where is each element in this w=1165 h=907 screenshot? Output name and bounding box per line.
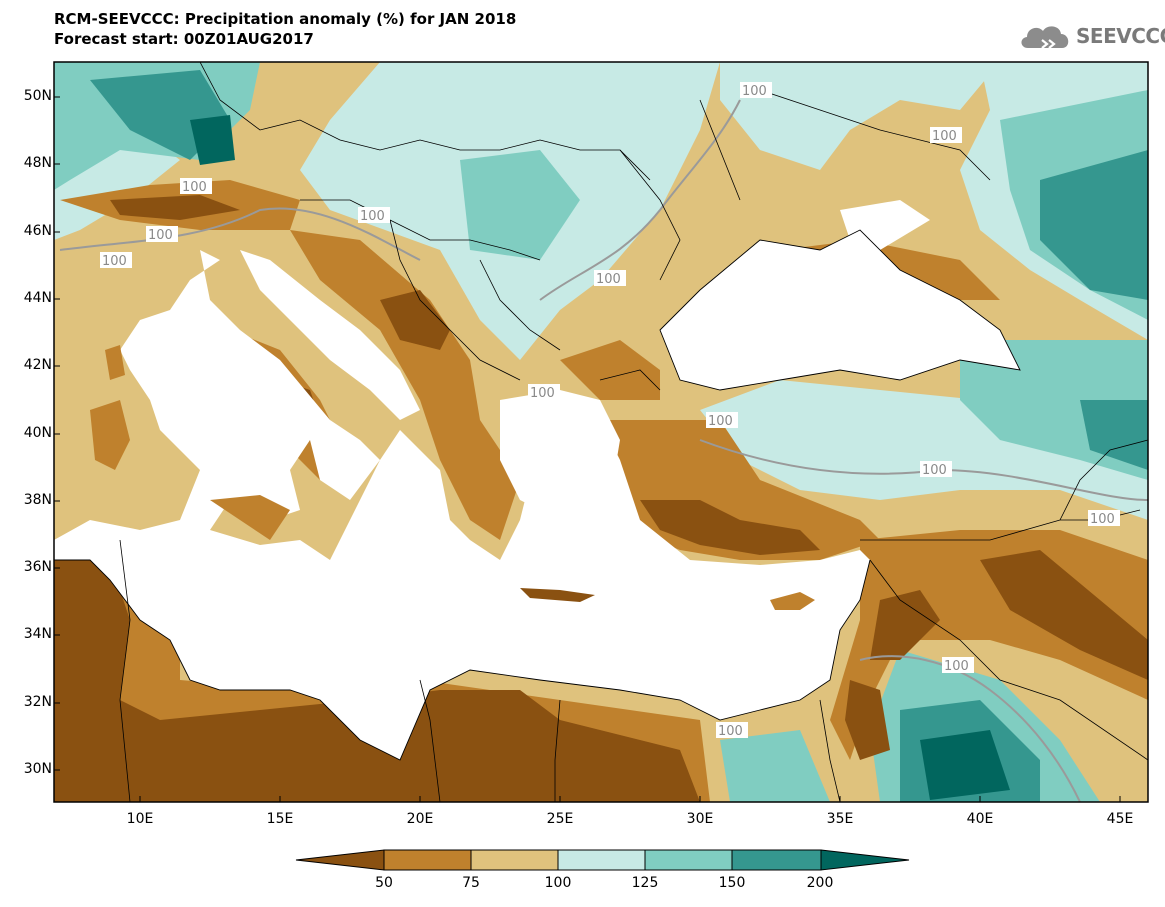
colorbar-segment: [731, 849, 822, 871]
colorbar-label: 75: [462, 875, 480, 891]
colorbar: [295, 849, 910, 871]
lat-label: 34N: [23, 626, 52, 642]
colorbar-segment: [470, 849, 559, 871]
svg-text:100: 100: [708, 414, 733, 429]
corsica: [105, 345, 125, 380]
darkest-teal-germany: [190, 115, 235, 165]
dark-brown-alps: [110, 195, 240, 220]
lon-label: 15E: [266, 811, 294, 827]
contour-label: 100: [930, 127, 962, 144]
dark-brown-balkans: [380, 290, 450, 350]
lat-label: 50N: [23, 88, 52, 104]
seevccc-logo: SEEVCCC: [1018, 20, 1165, 54]
svg-text:100: 100: [596, 272, 621, 287]
contour-label: 100: [594, 270, 626, 287]
colorbar-label: 125: [631, 875, 659, 891]
dark-brown-syria: [870, 590, 940, 660]
cloud-icon: [1021, 26, 1069, 49]
chart-title: RCM-SEEVCCC: Precipitation anomaly (%) f…: [54, 10, 517, 28]
lon-label: 35E: [826, 811, 854, 827]
colorbar-segment: [820, 849, 910, 871]
contour-label: 100: [740, 82, 772, 99]
contour-label: 100: [146, 226, 178, 243]
contour-label: 100: [528, 384, 560, 401]
svg-text:100: 100: [360, 209, 385, 224]
mediterranean-sea: [54, 250, 870, 760]
lat-label: 40N: [23, 425, 52, 441]
colorbar-label: 200: [806, 875, 834, 891]
svg-text:100: 100: [742, 84, 767, 99]
lon-label: 40E: [966, 811, 994, 827]
brown-balkans: [290, 230, 520, 540]
svg-text:100: 100: [718, 724, 743, 739]
colorbar-label: 100: [544, 875, 572, 891]
lat-label: 32N: [23, 694, 52, 710]
forecast-start-label: Forecast start: 00Z01AUG2017: [54, 30, 314, 48]
colorbar-segment: [383, 849, 472, 871]
colorbar-segment: [644, 849, 733, 871]
logo-text: SEEVCCC: [1076, 24, 1165, 48]
cyprus: [770, 592, 815, 610]
axis-ticks: [54, 96, 1121, 802]
medium-teal-sinai: [720, 730, 830, 802]
teal-region-anatolia: [700, 380, 1148, 520]
dark-brown-north-africa: [54, 560, 700, 802]
darkest-teal-arabia: [920, 730, 1010, 800]
lon-label: 45E: [1106, 811, 1134, 827]
lon-label: 10E: [126, 811, 154, 827]
lon-label: 30E: [686, 811, 714, 827]
country-borders: [119, 62, 1148, 802]
colorbar-label: 150: [718, 875, 746, 891]
aegean-sea: [500, 390, 620, 520]
adriatic-sea: [240, 250, 420, 420]
colorbar-segment: [295, 849, 385, 871]
map-frame: [53, 61, 1149, 803]
svg-text:100: 100: [932, 129, 957, 144]
black-sea: [660, 230, 1020, 390]
teal-region-ukraine: [720, 62, 1000, 170]
medium-teal-balkans: [460, 150, 580, 260]
svg-text:100: 100: [944, 659, 969, 674]
lat-label: 42N: [23, 357, 52, 373]
lat-label: 36N: [23, 559, 52, 575]
svg-text:100: 100: [530, 386, 555, 401]
svg-text:100: 100: [148, 228, 173, 243]
lat-label: 38N: [23, 492, 52, 508]
azov-sea: [840, 200, 930, 250]
contour-label: 100: [180, 178, 212, 195]
lon-label: 25E: [546, 811, 574, 827]
contour-label: 100: [942, 657, 974, 674]
contour-label: 100: [100, 252, 132, 269]
svg-text:100: 100: [102, 254, 127, 269]
sardinia: [90, 400, 130, 470]
lat-label: 48N: [23, 155, 52, 171]
svg-text:100: 100: [922, 463, 947, 478]
brown-bulgaria: [560, 340, 660, 400]
contour-label: 100: [920, 461, 952, 478]
anomaly-field: [54, 62, 1148, 802]
colorbar-segment: [557, 849, 646, 871]
contour-label: 100: [1088, 510, 1120, 527]
svg-text:100: 100: [182, 180, 207, 195]
lat-label: 44N: [23, 290, 52, 306]
lat-label: 46N: [23, 223, 52, 239]
dark-teal-caucasus: [1080, 400, 1148, 470]
sicily: [210, 495, 290, 540]
contour-label: 100: [706, 412, 738, 429]
lon-label: 20E: [406, 811, 434, 827]
crete: [520, 588, 595, 602]
contour-label: 100: [358, 207, 390, 224]
dark-brown-jordan: [845, 680, 890, 760]
svg-text:100: 100: [1090, 512, 1115, 527]
dark-brown-iraq: [980, 550, 1148, 680]
dark-brown-anatolia: [640, 500, 820, 555]
dark-teal-east: [1040, 150, 1148, 300]
contour-labels: 100 100 100 100 100 100 100 100 100 100 …: [100, 82, 1120, 739]
lat-label: 30N: [23, 761, 52, 777]
contour-label: 100: [716, 722, 748, 739]
colorbar-label: 50: [375, 875, 393, 891]
